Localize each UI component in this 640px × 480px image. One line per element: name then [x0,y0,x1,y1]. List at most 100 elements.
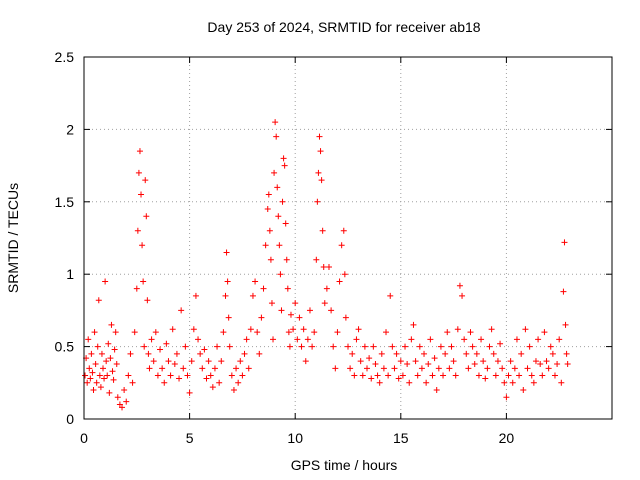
data-point [285,329,292,336]
data-point [294,336,301,343]
data-point [103,358,110,365]
data-point [167,372,174,379]
data-point [136,148,143,155]
data-point [222,292,229,299]
data-point [332,365,339,372]
data-point [320,263,327,270]
data-point [199,365,206,372]
data-point [459,292,466,299]
data-point [374,372,381,379]
data-point [95,297,102,304]
data-point [230,387,237,394]
data-point [311,329,318,336]
data-point [90,387,97,394]
data-point [539,372,546,379]
data-point [321,300,328,307]
data-point [440,372,447,379]
data-point [91,329,98,336]
data-point [368,375,375,382]
data-point [281,162,288,169]
x-tick-label: 0 [80,430,88,446]
data-point [359,372,366,379]
data-point [280,155,287,162]
data-point [316,133,323,140]
data-point [556,336,563,343]
data-point [88,350,95,357]
data-point [142,177,149,184]
data-point [480,358,487,365]
data-point [560,288,567,295]
data-point [319,227,326,234]
data-point [180,365,187,372]
data-point [492,372,499,379]
data-point [262,242,269,249]
data-point [96,372,103,379]
data-point [314,198,321,205]
data-point [423,379,430,386]
data-point [256,350,263,357]
data-point [225,314,232,321]
data-point [541,329,548,336]
data-point [537,360,544,367]
data-point [131,329,138,336]
data-point [516,372,523,379]
axis-ticks: 0 5 10 15 20 0 0.5 1 1.5 2 2.5 [55,49,612,446]
data-point [418,365,425,372]
data-point [119,404,126,411]
data-point [245,365,252,372]
data-point [306,307,313,314]
data-point [169,326,176,333]
data-point [237,358,244,365]
data-point [282,220,289,227]
data-point [145,350,152,357]
x-tick-label: 5 [186,430,194,446]
data-point [266,227,273,234]
data-point [270,336,277,343]
data-point [473,350,480,357]
data-point [205,358,212,365]
data-point [290,326,297,333]
data-point [412,358,419,365]
x-tick-label: 15 [393,430,409,446]
y-tick-label: 1 [66,266,74,282]
data-point [192,292,199,299]
data-point [107,355,114,362]
data-point [389,343,396,350]
data-point [114,394,121,401]
data-point [241,350,248,357]
data-point [450,358,457,365]
data-point [133,285,140,292]
data-point [549,350,556,357]
data-point [351,372,358,379]
data-point [211,365,218,372]
data-point [218,358,225,365]
data-point [315,169,322,176]
data-point [209,384,216,391]
data-point [254,329,261,336]
data-point [272,119,279,126]
data-point [101,375,108,382]
data-point [345,343,351,350]
data-point [260,285,267,292]
data-point [304,336,311,343]
data-point [357,358,364,365]
data-point [378,350,385,357]
data-point [318,177,325,184]
data-point [364,365,371,372]
data-point [277,271,284,278]
data-points [82,119,571,411]
data-point [406,379,413,386]
data-point [220,329,227,336]
data-point [163,340,170,347]
data-point [113,360,120,367]
data-point [520,387,527,394]
data-point [214,343,221,350]
data-point [317,148,324,155]
data-point [286,343,293,350]
data-point [446,365,453,372]
data-point [543,358,550,365]
data-point [509,379,516,386]
data-point [228,372,235,379]
grid-lines [84,57,612,419]
